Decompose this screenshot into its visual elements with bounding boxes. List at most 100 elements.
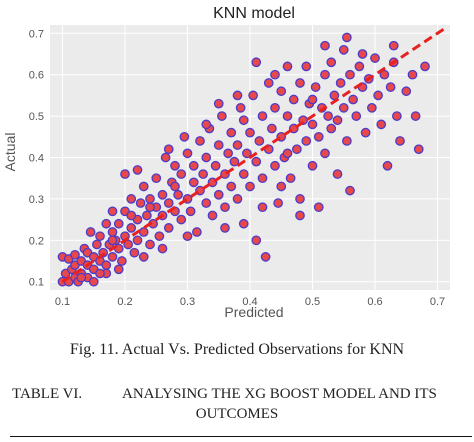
data-point	[163, 223, 174, 233]
data-point	[117, 256, 127, 266]
y-tick-label: 0.5	[29, 111, 44, 123]
data-point	[267, 123, 277, 134]
scatter-figure: KNN model 0.1 0.2 0.3 0.4 0.5 0.6 0.7 0.1 0.2 0.3…	[2, 5, 450, 320]
data-point	[232, 140, 243, 150]
data-point	[223, 148, 233, 159]
data-point	[385, 82, 396, 92]
data-point	[257, 202, 268, 213]
data-point	[313, 202, 324, 213]
data-point	[388, 40, 399, 51]
data-point	[257, 111, 268, 121]
points-layer	[57, 32, 430, 287]
y-tick-label: 0.7	[29, 28, 44, 40]
data-point	[107, 227, 118, 237]
data-point	[329, 90, 340, 101]
x-axis-label: Predicted	[224, 304, 283, 320]
data-point	[270, 102, 280, 113]
data-point	[107, 252, 118, 262]
data-point	[254, 136, 265, 146]
data-point	[410, 111, 421, 121]
data-point	[76, 272, 87, 283]
data-point	[170, 160, 180, 171]
data-point	[182, 231, 193, 242]
data-point	[379, 69, 390, 80]
data-point	[338, 44, 349, 55]
data-point	[332, 169, 343, 179]
data-point	[242, 148, 252, 159]
data-point	[248, 90, 258, 101]
data-point	[120, 169, 130, 179]
data-point	[326, 57, 337, 68]
data-point	[138, 227, 149, 237]
data-point	[201, 152, 212, 163]
data-point	[132, 235, 143, 246]
data-point	[157, 189, 168, 200]
data-point	[395, 136, 405, 146]
reference-line	[61, 27, 445, 283]
data-point	[295, 78, 305, 88]
y-tick-label: 0.1	[29, 277, 44, 289]
data-point	[345, 69, 355, 80]
data-point	[420, 61, 430, 72]
chart-title: KNN model	[213, 5, 295, 22]
x-tick-label: 0.2	[117, 296, 132, 308]
data-point	[260, 252, 271, 262]
data-point	[157, 243, 168, 254]
data-point	[213, 98, 224, 109]
data-point	[354, 61, 365, 72]
data-point	[292, 144, 302, 155]
data-point	[154, 231, 165, 242]
data-point	[123, 239, 133, 250]
data-point	[345, 185, 355, 196]
data-point	[213, 140, 224, 150]
data-point	[282, 148, 293, 159]
data-point	[107, 206, 118, 217]
data-point	[145, 239, 155, 250]
data-point	[170, 181, 180, 192]
data-point	[338, 102, 349, 113]
data-point	[295, 210, 305, 221]
data-point	[407, 69, 418, 80]
data-point	[220, 202, 230, 213]
data-point	[295, 194, 305, 204]
data-point	[185, 206, 196, 217]
data-point	[188, 160, 199, 171]
scatter-plot: KNN model 0.1 0.2 0.3 0.4 0.5 0.6 0.7 0.1 0.2 0.3…	[2, 5, 450, 320]
data-point	[367, 102, 377, 113]
data-point	[229, 156, 240, 167]
data-point	[179, 131, 190, 142]
data-point	[195, 136, 205, 146]
data-point	[226, 181, 237, 192]
figure-caption: Fig. 11. Actual Vs. Predicted Observatio…	[69, 341, 405, 358]
data-point	[257, 173, 268, 184]
data-point	[285, 173, 296, 184]
data-point	[113, 218, 124, 229]
reference-line-layer	[61, 27, 445, 283]
data-point	[95, 268, 105, 279]
data-point	[307, 119, 318, 130]
data-point	[370, 53, 380, 63]
data-point	[238, 115, 249, 126]
data-point	[326, 123, 337, 134]
data-point	[163, 144, 174, 155]
data-point	[132, 165, 143, 175]
data-point	[126, 223, 137, 233]
data-point	[313, 131, 324, 142]
data-point	[307, 160, 318, 171]
data-point	[142, 210, 152, 221]
data-point	[173, 189, 183, 200]
data-point	[138, 252, 149, 262]
x-tick-label: 0.1	[55, 296, 70, 308]
y-tick-label: 0.2	[29, 235, 44, 247]
data-point	[360, 127, 371, 138]
data-point	[210, 160, 221, 171]
data-point	[163, 198, 174, 208]
data-point	[176, 214, 187, 225]
data-point	[226, 127, 237, 138]
data-point	[188, 177, 199, 188]
data-point	[270, 69, 280, 80]
data-point	[238, 218, 249, 229]
data-point	[251, 235, 262, 246]
data-point	[207, 210, 218, 221]
y-tick-label: 0.6	[29, 70, 44, 82]
